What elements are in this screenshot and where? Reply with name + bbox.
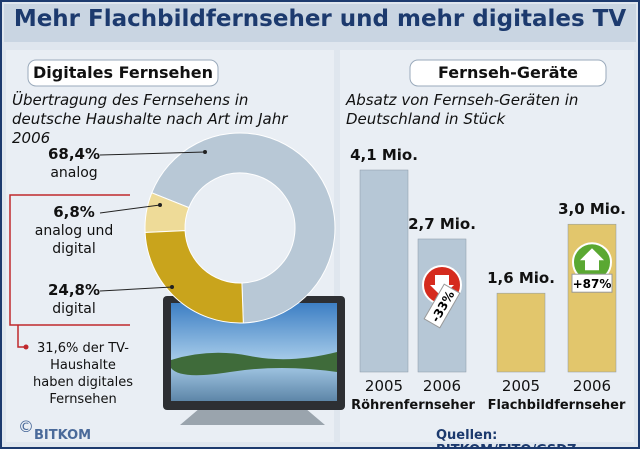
group-label: Flachbildfernseher: [487, 398, 626, 413]
category-label: analog: [50, 165, 98, 181]
value-label: 3,0 Mio.: [558, 200, 626, 219]
value-label: 4,1 Mio.: [350, 146, 418, 164]
slice-label: 24,8% digital: [22, 281, 126, 318]
value-label: 6,8%: [53, 203, 95, 221]
x-tick-label: 2006: [572, 377, 612, 395]
leader-line: [99, 151, 206, 156]
bar: [496, 292, 546, 373]
tab: [27, 59, 219, 87]
leader-dot: [158, 203, 162, 207]
leader-line: [99, 286, 173, 292]
bracket: [9, 194, 130, 326]
x-tick-label: 2005: [364, 377, 404, 395]
leader-line: [99, 204, 161, 214]
category-label: analog und digital: [34, 223, 114, 257]
pointer-dot: [23, 344, 29, 350]
leader-dot: [203, 150, 207, 154]
logo-mark: ©: [18, 417, 34, 436]
subtitle: Absatz von Fernseh-Geräten in Deutschlan…: [346, 91, 579, 128]
donut-slice: [151, 132, 336, 324]
value-label: 24,8%: [47, 281, 101, 299]
value-label: 68,4%: [47, 145, 101, 163]
annotation: 31,6% der TV-Haushalte haben digitales F…: [32, 341, 133, 407]
x-tick-label: 2005: [501, 377, 541, 395]
title-bar: [4, 4, 636, 42]
title: Mehr Flachbildfernseher und mehr digital…: [13, 6, 627, 32]
bar: [359, 169, 409, 373]
change-label: +87%: [573, 277, 612, 291]
tab: [409, 59, 607, 87]
value-label: 1,6 Mio.: [487, 269, 555, 288]
x-tick-label: 2006: [422, 377, 462, 395]
change-arrow: [580, 248, 604, 271]
change-arrow: [430, 274, 454, 297]
subtitle: Übertragung des Fernsehens in deutsche H…: [12, 91, 288, 147]
change-tag: [423, 283, 461, 329]
logo: BITKOM: [34, 428, 92, 443]
value-label: 2,7 Mio.: [408, 214, 476, 233]
tab-label: Fernseh-Geräte: [438, 63, 578, 82]
slice-label: 6,8% analog und digital: [22, 203, 126, 258]
source: Quellen: BITKOM/EITO/GSDZ: [436, 428, 576, 449]
leader-dot: [170, 285, 174, 289]
tv-icon: [163, 296, 345, 425]
donut-slice: [144, 230, 244, 324]
pointer: [17, 325, 26, 348]
tab-label: Digitales Fernsehen: [33, 63, 213, 82]
category-label: digital: [52, 301, 96, 317]
group-label: Röhrenfernseher: [351, 398, 475, 413]
change-tag: [571, 273, 613, 293]
slice-label: 68,4% analog: [22, 145, 126, 182]
